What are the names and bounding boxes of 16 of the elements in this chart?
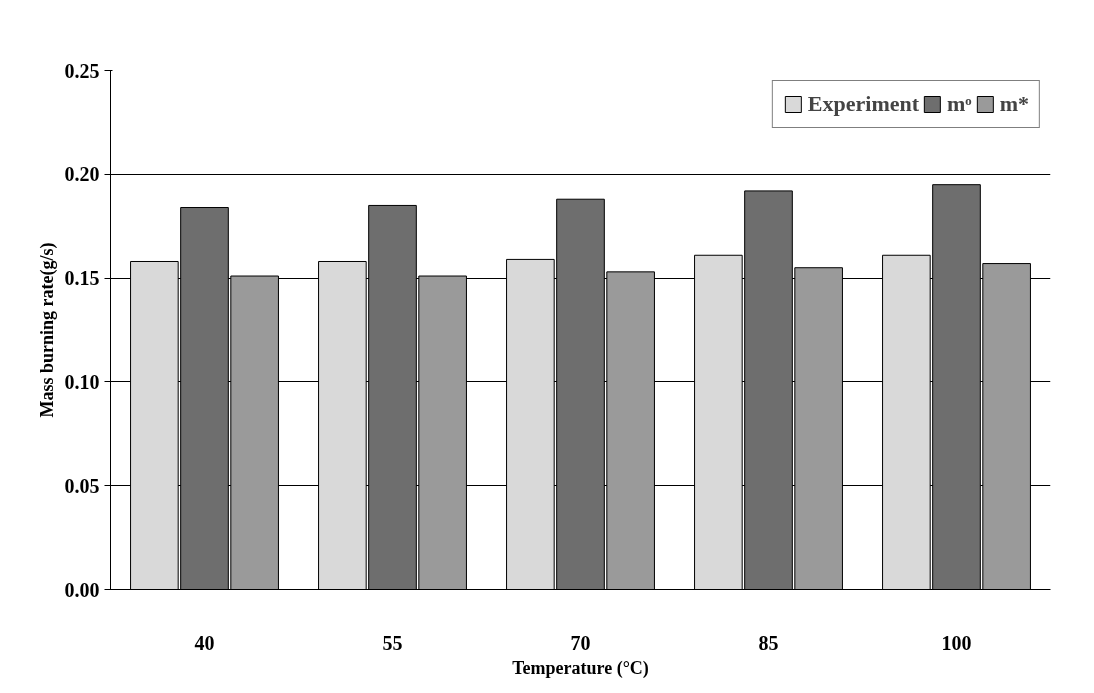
x-axis-title: Temperature (°C) [512,657,649,679]
x-tick-label: 55 [382,631,403,654]
x-tick-label: 100 [941,631,972,654]
y-tick-label: 0.25 [64,59,100,82]
legend-label: m* [999,91,1029,117]
legend-label: Experiment [807,91,920,117]
legend-label: mᵒ [947,91,972,117]
x-tick-label: 70 [570,631,591,654]
x-tick-label: 85 [758,631,779,654]
y-tick-label: 0.20 [64,163,100,186]
y-tick-label: 0.05 [64,474,100,497]
y-tick-label: 0.15 [64,267,100,290]
x-tick-label: 40 [194,631,215,654]
y-axis-title: Mass burning rate(g/s) [36,242,58,418]
y-tick-label: 0.00 [64,578,100,601]
y-tick-label: 0.10 [64,370,100,393]
